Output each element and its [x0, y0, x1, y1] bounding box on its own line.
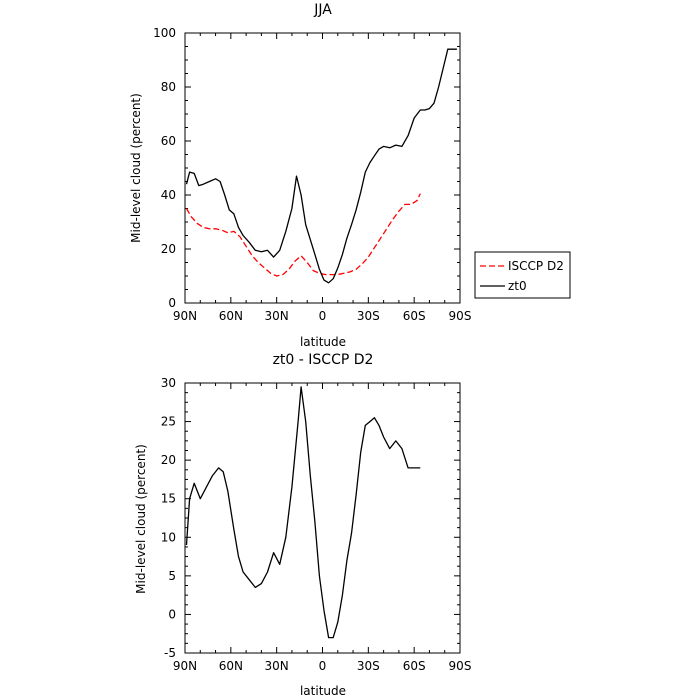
top-chart-panel: JJA 90N 60N 30N 0 30S 60S 90S 0 20 40 60 80 100 lati… [129, 2, 571, 349]
series-group [185, 48, 457, 284]
y-tick-label: 30 [161, 376, 176, 390]
x-tick-label: 60N [219, 659, 243, 673]
x-tick-label: 30N [265, 659, 289, 673]
y-tick-label: 25 [161, 415, 176, 429]
y-axis-label: Mid-level cloud (percent) [134, 444, 148, 594]
y-tick-label: 20 [161, 453, 176, 467]
y-tick-label: 100 [153, 26, 176, 40]
legend-box [474, 251, 571, 299]
legend-label-isccp: ISCCP D2 [508, 259, 564, 273]
y-tick-label: 20 [161, 242, 176, 256]
series-line-zt0 [185, 48, 457, 284]
y-tick-label: 10 [161, 530, 176, 544]
legend-label-zt0: zt0 [508, 279, 527, 293]
x-tick-label: 0 [319, 309, 327, 323]
chart-title: JJA [313, 2, 332, 18]
x-tick-label: 60N [219, 309, 243, 323]
x-tick-label: 90N [173, 659, 197, 673]
x-tick-label: 60S [403, 309, 426, 323]
y-tick-label: 5 [168, 569, 176, 583]
y-axis-label: Mid-level cloud (percent) [129, 93, 143, 243]
x-tick-label: 0 [319, 659, 327, 673]
x-axis-label: latitude [300, 335, 346, 349]
y-tick-label: 60 [161, 134, 176, 148]
chart-title: zt0 - ISCCP D2 [273, 352, 374, 368]
x-tick-label: 60S [403, 659, 426, 673]
series-line-isccp-d2 [185, 193, 421, 277]
tick-group: 90N 60N 30N 0 30S 60S 90S -5 0 5 10 15 20 25 30 [161, 376, 472, 673]
tick-group: 90N 60N 30N 0 30S 60S 90S 0 20 40 60 80 100 [153, 26, 471, 323]
y-tick-label: 15 [161, 492, 176, 506]
x-tick-label: 30S [357, 309, 380, 323]
x-tick-label: 90S [449, 659, 472, 673]
y-tick-label: 40 [161, 188, 176, 202]
x-tick-label: 90S [449, 309, 472, 323]
legend: ISCCP D2 zt0 [474, 251, 571, 299]
x-tick-label: 30S [357, 659, 380, 673]
x-tick-label: 30N [265, 309, 289, 323]
series-line-difference [185, 386, 421, 639]
y-tick-label: 0 [168, 607, 176, 621]
x-tick-label: 90N [173, 309, 197, 323]
y-tick-label: -5 [164, 646, 176, 660]
plot-frame [184, 382, 461, 654]
plot-frame [184, 32, 461, 304]
y-tick-label: 0 [168, 296, 176, 310]
x-axis-label: latitude [300, 684, 346, 698]
bottom-chart-panel: zt0 - ISCCP D2 90N 60N 30N 0 30S 60S 90S -5 0 5 10… [134, 352, 471, 698]
series-group [185, 386, 421, 639]
y-tick-label: 80 [161, 80, 176, 94]
